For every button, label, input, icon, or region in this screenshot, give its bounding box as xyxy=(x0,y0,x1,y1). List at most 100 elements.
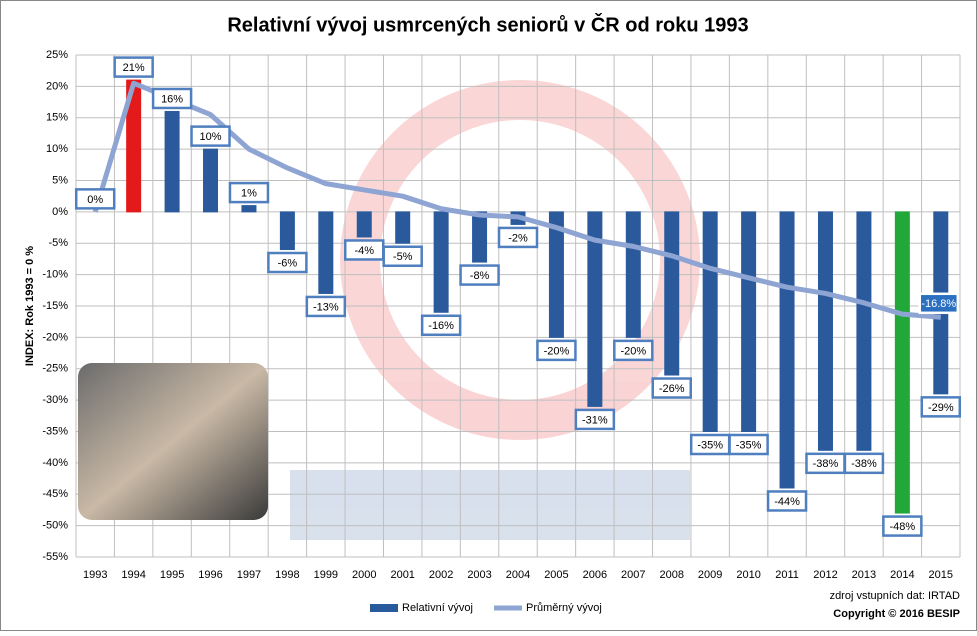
y-tick-label: -35% xyxy=(42,425,68,437)
legend-label: Průměrný vývoj xyxy=(526,602,602,614)
bar xyxy=(472,211,488,263)
bar xyxy=(548,211,564,338)
bar xyxy=(625,211,641,338)
data-label: -8% xyxy=(470,270,490,282)
bar xyxy=(395,211,411,244)
data-label-box xyxy=(728,433,769,456)
data-label: -35% xyxy=(697,439,723,451)
x-tick-label: 1993 xyxy=(83,569,107,581)
y-tick-label: -15% xyxy=(42,300,68,312)
data-label-box xyxy=(74,188,116,210)
data-label: -44% xyxy=(774,496,800,508)
y-axis-title: INDEX: Rok 1993 = 0 % xyxy=(24,246,36,366)
data-label-box xyxy=(151,87,193,110)
data-label: -38% xyxy=(851,458,877,470)
x-tick-label: 2003 xyxy=(467,569,491,581)
x-tick-label: 1997 xyxy=(237,569,261,581)
data-label: -38% xyxy=(813,458,839,470)
x-tick-label: 2002 xyxy=(429,569,453,581)
x-tick-label: 1994 xyxy=(121,569,145,581)
y-tick-label: -30% xyxy=(42,394,68,406)
data-label: -48% xyxy=(890,521,916,533)
data-label-box xyxy=(420,314,462,337)
x-tick-label: 2001 xyxy=(390,569,414,581)
data-label-box xyxy=(574,408,616,431)
data-label-box xyxy=(843,452,885,475)
y-tick-label: 5% xyxy=(52,174,68,186)
y-tick-label: -55% xyxy=(42,551,68,563)
bar xyxy=(779,211,795,489)
data-label: -31% xyxy=(582,414,608,426)
y-tick-label: -25% xyxy=(42,363,68,375)
data-label-box xyxy=(882,515,923,537)
data-label-box xyxy=(920,396,962,418)
data-label: -5% xyxy=(393,251,413,263)
bar xyxy=(894,211,910,514)
data-label-box xyxy=(382,245,423,267)
data-label: 21% xyxy=(123,62,145,74)
data-label: -20% xyxy=(544,345,570,357)
data-label-box xyxy=(190,125,231,147)
chart-title: Relativní vývoj usmrcených seniorů v ČR … xyxy=(227,12,748,36)
data-label: -20% xyxy=(620,345,646,357)
y-tick-label: 20% xyxy=(46,80,68,92)
x-tick-label: 2010 xyxy=(736,569,760,581)
x-tick-label: 2012 xyxy=(813,569,837,581)
data-label-box xyxy=(536,339,577,362)
legend-label: Relativní vývoj xyxy=(402,602,473,614)
y-tick-label: -50% xyxy=(42,520,68,532)
data-label-box xyxy=(651,377,692,399)
x-tick-label: 2005 xyxy=(544,569,568,581)
photo xyxy=(78,363,268,520)
x-tick-label: 2007 xyxy=(621,569,645,581)
marks: 0% 21% 16% 10% 1% -6% -13% -4% -5% -16% -8% -2% -20%… xyxy=(74,56,962,537)
bar xyxy=(702,211,718,432)
x-tick-label: 2014 xyxy=(890,569,914,581)
x-tick-label: 1996 xyxy=(198,569,222,581)
data-label-box xyxy=(305,295,347,318)
legend-swatch xyxy=(370,604,398,612)
data-label: 10% xyxy=(200,131,222,143)
bar xyxy=(856,211,872,451)
bar xyxy=(664,211,680,376)
data-label: -13% xyxy=(313,301,339,313)
data-label: 1% xyxy=(241,188,257,200)
bar xyxy=(817,211,833,451)
y-tick-label: -20% xyxy=(42,331,68,343)
copyright: Copyright © 2016 BESIP xyxy=(833,608,960,620)
data-label-box xyxy=(267,251,308,274)
x-tick-label: 2006 xyxy=(583,569,607,581)
bar xyxy=(741,211,757,432)
data-label: -35% xyxy=(736,439,762,451)
data-label: 16% xyxy=(161,93,183,105)
data-label: 0% xyxy=(87,194,103,206)
watermark-band xyxy=(290,470,690,540)
data-label: -16% xyxy=(428,320,454,332)
data-label-box xyxy=(228,181,270,204)
y-tick-label: -45% xyxy=(42,488,68,500)
data-label: -2% xyxy=(508,232,528,244)
x-tick-label: 1995 xyxy=(160,569,184,581)
data-label: -26% xyxy=(659,383,685,395)
bar xyxy=(164,110,180,213)
y-tick-label: -40% xyxy=(42,457,68,469)
y-tick-label: 10% xyxy=(46,143,68,155)
data-label-box xyxy=(918,292,960,315)
data-label-box xyxy=(497,226,539,249)
data-label: -6% xyxy=(278,257,298,269)
bar xyxy=(433,211,449,313)
y-tick-label: -5% xyxy=(48,237,68,249)
bar xyxy=(203,148,219,213)
data-label: -29% xyxy=(928,402,954,414)
x-tick-label: 2013 xyxy=(852,569,876,581)
data-label: -16.8% xyxy=(921,298,956,310)
y-tick-label: -10% xyxy=(42,269,68,281)
x-tick-label: 1999 xyxy=(314,569,338,581)
y-tick-label: 25% xyxy=(46,49,68,61)
y-tick-label: 15% xyxy=(46,112,68,124)
data-label-box xyxy=(459,264,500,286)
data-label-box xyxy=(766,490,808,512)
bar xyxy=(241,205,257,213)
bar xyxy=(279,211,295,251)
